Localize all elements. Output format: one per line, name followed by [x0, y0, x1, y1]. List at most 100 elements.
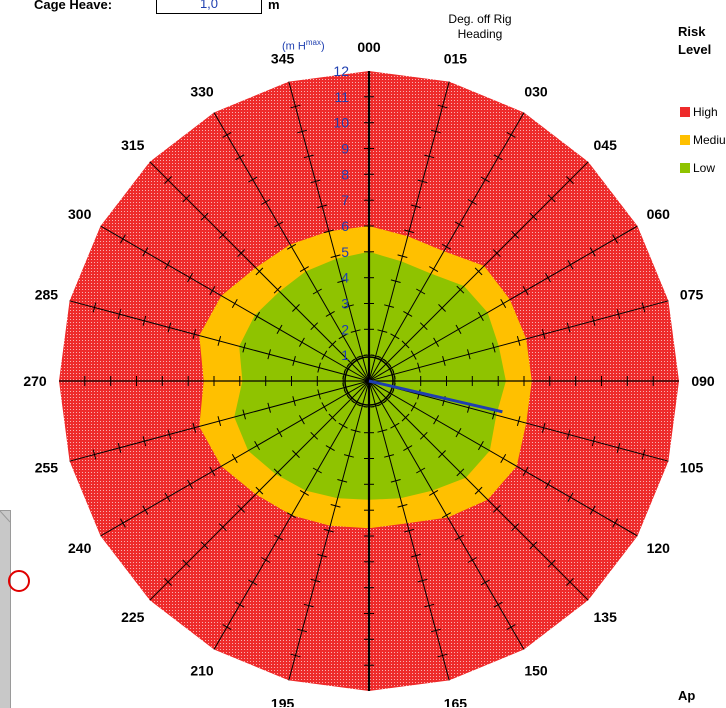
radial-tick-mark [218, 230, 227, 239]
radial-tick-mark [298, 337, 305, 347]
radial-tick-mark [480, 176, 490, 183]
radial-tick-mark [516, 335, 521, 346]
radial-tick-mark [493, 601, 503, 608]
radial-tick-mark [290, 653, 301, 658]
radial-tick-mark [437, 653, 448, 658]
angle-label-345: 345 [271, 50, 295, 66]
radial-tick-mark [397, 504, 408, 508]
radial-tick-mark [325, 445, 335, 452]
radial-tick-mark [317, 553, 328, 558]
radial-tick-mark [410, 553, 421, 558]
radial-tick-mark [117, 442, 122, 453]
radial-tick-mark [437, 104, 448, 109]
radial-tick-mark [566, 176, 574, 184]
radial-tick-mark [417, 179, 428, 184]
radial-tick-mark [187, 479, 193, 489]
radial-tick-mark [467, 349, 471, 360]
radial-tick-mark [254, 311, 261, 321]
angle-label-135: 135 [594, 609, 618, 625]
radial-tick-mark [286, 243, 297, 250]
radial-tick-mark [299, 489, 309, 496]
radial-tick-mark [92, 449, 97, 460]
radial-tick-mark [192, 422, 197, 433]
radial-tick-mark [467, 199, 477, 205]
radial-tick-mark [429, 266, 439, 273]
radial-tick-mark [297, 628, 308, 633]
angle-label-120: 120 [647, 540, 671, 556]
legend-label-medium: Medium [693, 133, 726, 147]
radial-tick-mark [237, 504, 246, 513]
cage-heave-unit: m [268, 0, 280, 12]
radial-tick-mark [410, 350, 417, 360]
radial-tick-mark [511, 230, 520, 239]
radial-tick-mark [455, 428, 462, 438]
radial-tick-mark [456, 285, 465, 294]
radial-tick-mark [292, 304, 300, 312]
radial-tick-mark [164, 492, 171, 502]
radial-tick-mark [192, 329, 197, 340]
radial-tick-label: 11 [334, 89, 349, 105]
radial-tick-mark [616, 309, 621, 320]
angle-label-315: 315 [121, 137, 145, 153]
radial-tick-mark [545, 479, 551, 489]
radial-tick-label: 10 [333, 115, 349, 131]
radial-tick-mark [441, 243, 452, 250]
radial-tick-label: 7 [341, 192, 349, 208]
radial-tick-mark [401, 340, 410, 349]
radial-tick-mark [433, 337, 440, 347]
angle-label-090: 090 [691, 373, 715, 389]
radial-tick-mark [222, 624, 232, 631]
radial-unit-text: m H [285, 40, 306, 53]
radial-tick-mark [343, 304, 354, 308]
radial-tick-mark [477, 441, 484, 451]
radial-tick-mark [641, 449, 646, 460]
legend-swatch-high [680, 107, 690, 117]
radial-tick-mark [338, 333, 348, 340]
radial-tick-mark [310, 431, 319, 440]
radial-tick-mark [187, 273, 193, 283]
radial-tick-mark [377, 329, 388, 333]
angle-label-000: 000 [357, 39, 381, 55]
radial-tick-mark [591, 436, 596, 447]
legend-title: Risk Level [678, 24, 712, 57]
chart-title: Deg. off Rig Heading [448, 12, 512, 41]
radial-tick-label: 3 [341, 296, 349, 312]
angle-label-255: 255 [35, 459, 59, 475]
angle-label-225: 225 [121, 609, 145, 625]
radial-tick-mark [416, 467, 426, 474]
radial-tick-mark [410, 204, 421, 209]
legend-swatch-medium [680, 135, 690, 145]
side-panel [0, 510, 11, 708]
radial-tick-mark [438, 450, 446, 458]
radial-tick-mark [323, 229, 334, 234]
radial-tick-mark [299, 266, 309, 273]
radial-tick-mark [276, 428, 283, 438]
radial-tick-mark [321, 350, 328, 360]
radial-tick-mark [200, 541, 209, 550]
radial-tick-mark [401, 413, 410, 422]
radial-tick-mark [164, 260, 171, 270]
radial-tick-mark [612, 518, 619, 528]
radial-tick-mark [312, 467, 322, 474]
radial-tick-mark [292, 355, 296, 366]
radial-tick-mark [337, 479, 348, 483]
radial-tick-mark [164, 578, 172, 586]
radial-tick-mark [547, 559, 556, 568]
legend-label-low: Low [693, 161, 716, 175]
angle-label-270: 270 [23, 373, 47, 389]
radial-tick-mark [142, 505, 149, 515]
radial-tick-mark [390, 279, 401, 283]
radial-tick-mark [541, 329, 546, 340]
radial-tick-mark [317, 204, 328, 209]
radial-tick-mark [217, 335, 222, 346]
radial-tick-mark [397, 254, 408, 258]
radial-tick-mark [384, 454, 395, 458]
radial-tick-mark [416, 288, 426, 295]
radial-tick-mark [317, 362, 321, 373]
marker-circle-icon[interactable] [8, 570, 30, 592]
cage-heave-input[interactable]: 1,0 [156, 0, 262, 14]
radial-tick-label: 2 [341, 321, 349, 337]
radial-tick-mark [237, 249, 246, 258]
radial-tick-mark [433, 415, 440, 425]
